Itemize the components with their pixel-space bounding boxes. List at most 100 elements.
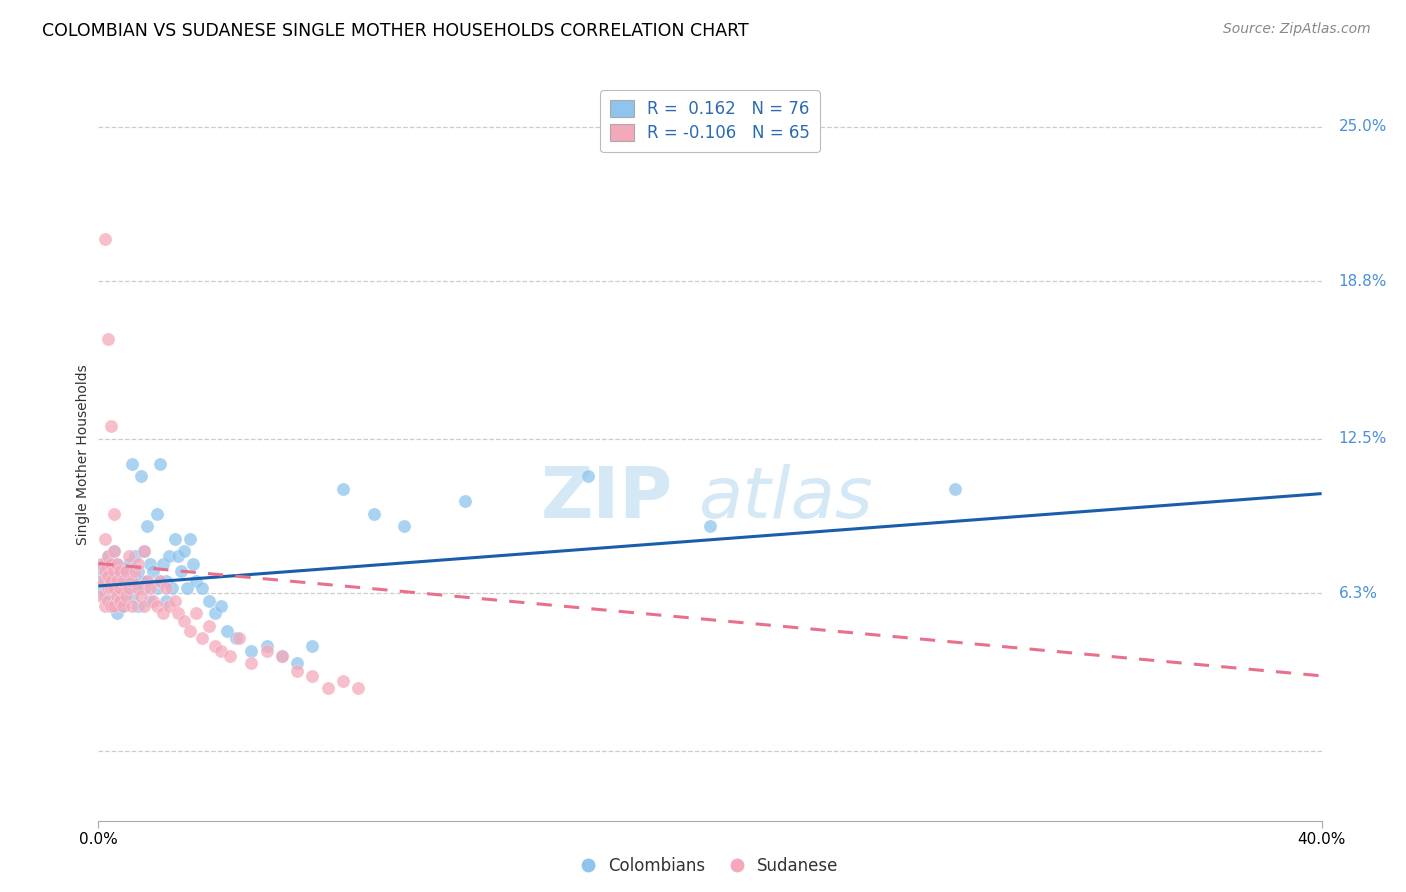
Point xyxy=(111,574,134,588)
Point xyxy=(97,569,120,583)
Point xyxy=(121,457,143,471)
Point xyxy=(134,599,156,613)
Point xyxy=(145,507,167,521)
Point xyxy=(173,544,195,558)
Point xyxy=(301,669,323,683)
Point xyxy=(90,564,112,578)
Point xyxy=(181,557,204,571)
Point xyxy=(129,589,152,603)
Point xyxy=(90,574,112,588)
Point xyxy=(103,564,125,578)
Text: 6.3%: 6.3% xyxy=(1339,586,1378,601)
Point xyxy=(124,582,146,596)
Point xyxy=(100,561,122,575)
Point xyxy=(103,574,125,588)
Point xyxy=(111,561,134,575)
Point xyxy=(121,574,143,588)
Point xyxy=(136,574,159,588)
Point xyxy=(197,594,219,608)
Point xyxy=(332,673,354,688)
Point xyxy=(270,648,292,663)
Point xyxy=(108,564,131,578)
Point xyxy=(204,607,226,621)
Text: Source: ZipAtlas.com: Source: ZipAtlas.com xyxy=(1223,22,1371,37)
Point xyxy=(93,599,115,613)
Point xyxy=(142,564,165,578)
Point xyxy=(90,582,112,596)
Point xyxy=(209,599,232,613)
Point xyxy=(121,589,143,603)
Point xyxy=(134,544,156,558)
Point xyxy=(103,582,125,596)
Point xyxy=(105,607,128,621)
Point xyxy=(139,557,162,571)
Point xyxy=(186,607,208,621)
Point xyxy=(93,532,115,546)
Point xyxy=(179,624,201,638)
Point xyxy=(93,557,115,571)
Point xyxy=(149,574,172,588)
Point xyxy=(145,599,167,613)
Point xyxy=(121,599,143,613)
Point xyxy=(100,574,122,588)
Point xyxy=(134,582,156,596)
Point xyxy=(163,594,186,608)
Point xyxy=(136,519,159,533)
Point xyxy=(97,549,120,563)
Point xyxy=(118,557,141,571)
Point xyxy=(155,574,177,588)
Point xyxy=(90,557,112,571)
Point xyxy=(176,582,198,596)
Point xyxy=(139,594,162,608)
Point xyxy=(285,657,308,671)
Point xyxy=(111,599,134,613)
Text: 25.0%: 25.0% xyxy=(1339,120,1386,134)
Point xyxy=(108,582,131,596)
Point xyxy=(240,644,263,658)
Text: 18.8%: 18.8% xyxy=(1339,274,1386,289)
Point xyxy=(228,632,250,646)
Point xyxy=(129,469,152,483)
Point xyxy=(111,574,134,588)
Point xyxy=(149,574,172,588)
Point xyxy=(115,589,138,603)
Point xyxy=(93,232,115,246)
Point xyxy=(103,507,125,521)
Point xyxy=(105,569,128,583)
Point xyxy=(115,564,138,578)
Point xyxy=(97,549,120,563)
Point xyxy=(167,549,190,563)
Point xyxy=(97,332,120,346)
Point xyxy=(256,644,278,658)
Point xyxy=(105,574,128,588)
Point xyxy=(157,549,180,563)
Text: COLOMBIAN VS SUDANESE SINGLE MOTHER HOUSEHOLDS CORRELATION CHART: COLOMBIAN VS SUDANESE SINGLE MOTHER HOUS… xyxy=(42,22,749,40)
Text: 12.5%: 12.5% xyxy=(1339,431,1386,446)
Point xyxy=(100,582,122,596)
Point xyxy=(105,557,128,571)
Point xyxy=(103,586,125,600)
Point xyxy=(118,574,141,588)
Point xyxy=(93,574,115,588)
Point xyxy=(97,594,120,608)
Point xyxy=(136,574,159,588)
Text: ZIP: ZIP xyxy=(541,465,673,533)
Point xyxy=(240,657,263,671)
Text: atlas: atlas xyxy=(697,465,872,533)
Point xyxy=(103,544,125,558)
Point xyxy=(100,419,122,434)
Point xyxy=(270,648,292,663)
Point xyxy=(186,574,208,588)
Point xyxy=(392,519,416,533)
Point xyxy=(97,594,120,608)
Point xyxy=(576,469,599,483)
Point xyxy=(155,582,177,596)
Point xyxy=(103,599,125,613)
Point xyxy=(145,582,167,596)
Point xyxy=(943,482,966,496)
Point xyxy=(111,599,134,613)
Point xyxy=(332,482,354,496)
Point xyxy=(155,594,177,608)
Point xyxy=(209,644,232,658)
Point xyxy=(115,564,138,578)
